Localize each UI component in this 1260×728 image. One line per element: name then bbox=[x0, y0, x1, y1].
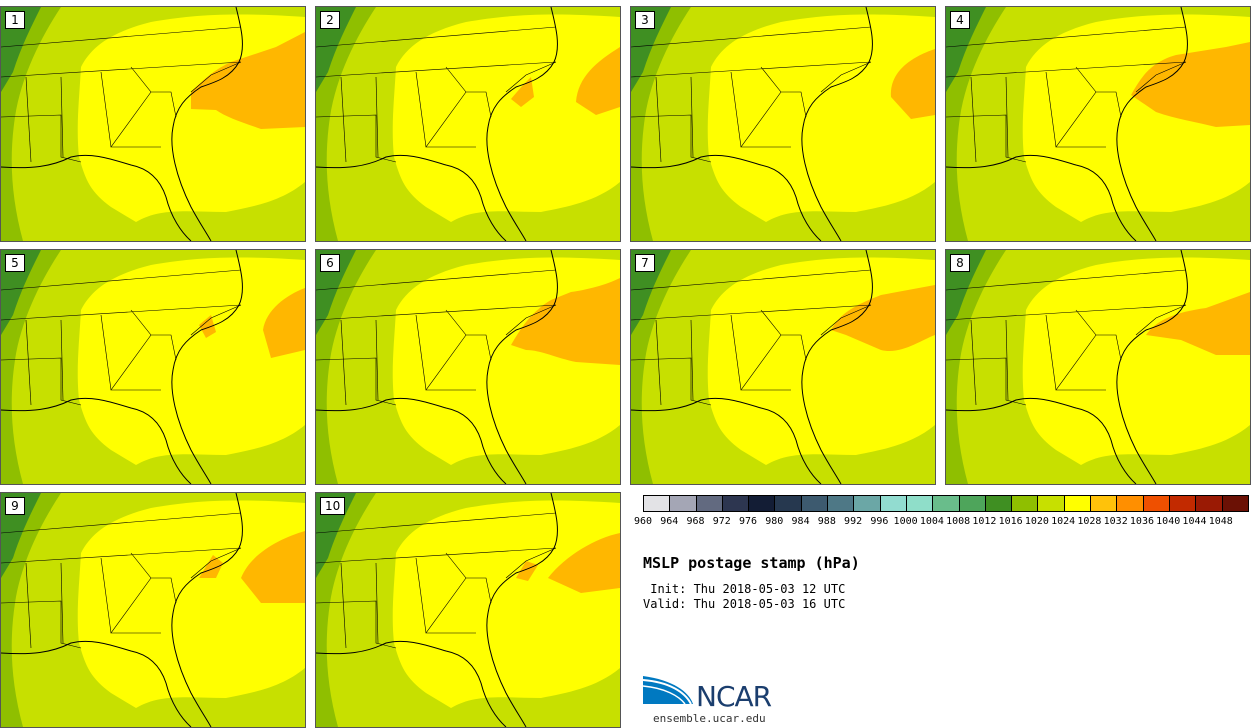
colorbar-tick: 1048 bbox=[1208, 516, 1233, 527]
colorbar-swatch bbox=[1091, 496, 1118, 511]
colorbar-swatch bbox=[854, 496, 881, 511]
colorbar-tick: 960 bbox=[633, 516, 653, 527]
member-number-label: 9 bbox=[5, 497, 25, 515]
mslp-map bbox=[1, 493, 305, 727]
colorbar-tick: 980 bbox=[765, 516, 784, 527]
colorbar-tick: 1012 bbox=[972, 516, 997, 527]
colorbar-swatch bbox=[696, 496, 723, 511]
valid-time: Valid: Thu 2018-05-03 16 UTC bbox=[643, 597, 846, 611]
colorbar-tick: 968 bbox=[686, 516, 705, 527]
member-number-label: 3 bbox=[635, 11, 655, 29]
mslp-map bbox=[631, 250, 935, 484]
colorbar-swatch bbox=[1117, 496, 1144, 511]
colorbar-tick: 1000 bbox=[893, 516, 918, 527]
colorbar-tick: 1016 bbox=[998, 516, 1023, 527]
colorbar-tick: 1004 bbox=[919, 516, 944, 527]
colorbar-swatch bbox=[1143, 496, 1170, 511]
ensemble-member-panel: 10 bbox=[315, 492, 621, 728]
pressure-colorbar bbox=[643, 495, 1249, 512]
member-number-label: 10 bbox=[320, 497, 346, 515]
colorbar-tick: 964 bbox=[660, 516, 679, 527]
ensemble-url: ensemble.ucar.edu bbox=[653, 712, 766, 725]
colorbar-swatch bbox=[1196, 496, 1223, 511]
mslp-map bbox=[316, 7, 620, 241]
colorbar-swatch bbox=[749, 496, 776, 511]
ensemble-member-panel: 9 bbox=[0, 492, 306, 728]
mslp-map bbox=[946, 7, 1250, 241]
ensemble-member-panel: 7 bbox=[630, 249, 936, 485]
colorbar-tick: 1024 bbox=[1051, 516, 1076, 527]
colorbar-tick: 1040 bbox=[1156, 516, 1181, 527]
member-number-label: 4 bbox=[950, 11, 970, 29]
ensemble-member-panel: 4 bbox=[945, 6, 1251, 242]
colorbar-swatch bbox=[985, 496, 1013, 511]
ensemble-member-panel: 8 bbox=[945, 249, 1251, 485]
colorbar-tick: 1032 bbox=[1103, 516, 1128, 527]
member-number-label: 7 bbox=[635, 254, 655, 272]
colorbar-tick: 972 bbox=[712, 516, 731, 527]
colorbar-swatch bbox=[828, 496, 855, 511]
colorbar-swatch bbox=[1012, 496, 1039, 511]
colorbar-swatch bbox=[906, 496, 934, 511]
mslp-map bbox=[1, 250, 305, 484]
colorbar-swatch bbox=[775, 496, 802, 511]
mslp-map bbox=[316, 493, 620, 727]
member-number-label: 1 bbox=[5, 11, 25, 29]
ensemble-member-panel: 2 bbox=[315, 6, 621, 242]
member-number-label: 6 bbox=[320, 254, 340, 272]
mslp-map bbox=[946, 250, 1250, 484]
figure-title: MSLP postage stamp (hPa) bbox=[643, 554, 860, 572]
colorbar-swatch bbox=[722, 496, 750, 511]
ensemble-member-panel: 5 bbox=[0, 249, 306, 485]
ncar-logo-icon bbox=[643, 676, 693, 705]
member-number-label: 8 bbox=[950, 254, 970, 272]
mslp-map bbox=[316, 250, 620, 484]
ncar-logo-text: NCAR bbox=[696, 680, 772, 713]
colorbar-tick: 988 bbox=[817, 516, 836, 527]
colorbar-tick: 1020 bbox=[1024, 516, 1049, 527]
mslp-map bbox=[1, 7, 305, 241]
colorbar-swatch bbox=[1064, 496, 1092, 511]
init-time: Init: Thu 2018-05-03 12 UTC bbox=[643, 582, 846, 596]
colorbar-swatch bbox=[880, 496, 907, 511]
colorbar-swatch bbox=[959, 496, 986, 511]
colorbar-tick: 1008 bbox=[946, 516, 971, 527]
colorbar-swatch bbox=[933, 496, 960, 511]
member-number-label: 2 bbox=[320, 11, 340, 29]
colorbar-tick: 976 bbox=[739, 516, 758, 527]
colorbar-tick: 984 bbox=[791, 516, 810, 527]
ensemble-member-panel: 1 bbox=[0, 6, 306, 242]
colorbar-swatch bbox=[670, 496, 697, 511]
colorbar-tick-labels: 960 964 968 972 976 980 984 988 992 996 1000 1004 10… bbox=[630, 516, 1260, 528]
colorbar-tick: 996 bbox=[870, 516, 889, 527]
colorbar-swatch bbox=[644, 496, 671, 511]
ensemble-member-panel: 6 bbox=[315, 249, 621, 485]
colorbar-swatch bbox=[1038, 496, 1065, 511]
colorbar-tick: 1044 bbox=[1182, 516, 1207, 527]
colorbar-tick: 992 bbox=[844, 516, 863, 527]
ensemble-member-panel: 3 bbox=[630, 6, 936, 242]
colorbar-swatch bbox=[1222, 496, 1248, 511]
colorbar-swatch bbox=[801, 496, 829, 511]
colorbar-swatch bbox=[1169, 496, 1197, 511]
member-number-label: 5 bbox=[5, 254, 25, 272]
colorbar-tick: 1036 bbox=[1129, 516, 1154, 527]
mslp-map bbox=[631, 7, 935, 241]
colorbar-tick: 1028 bbox=[1077, 516, 1102, 527]
